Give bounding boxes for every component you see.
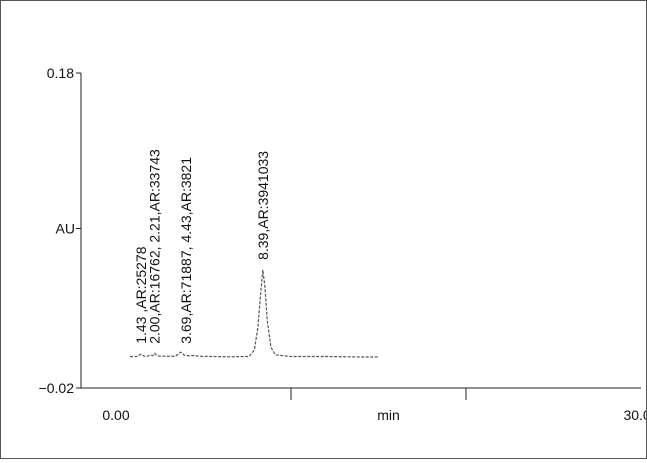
chromatogram-trace: [130, 269, 379, 358]
x-axis-label: min: [377, 407, 400, 423]
peak-annotation: 3.69,AR:71887, 4.43,AR:3821: [178, 157, 194, 344]
axes: [76, 72, 641, 400]
x-tick-label: 0.00: [102, 407, 129, 423]
peak-annotation: 8.39,AR:3941033: [255, 151, 271, 260]
peak-annotation: 2.00,AR:16762, 2.21,AR:33743: [147, 149, 163, 344]
axis-labels: 0.18 −0.02 AU 0.00 30.00 min: [39, 65, 647, 423]
y-axis-label: AU: [56, 221, 75, 237]
x-tick-label: 30.00: [623, 407, 646, 423]
y-tick-label: −0.02: [39, 380, 75, 396]
trace-group: [130, 269, 379, 358]
y-tick-label: 0.18: [47, 65, 74, 81]
peak-annotation: 1.43 ,AR:25278: [133, 246, 149, 344]
